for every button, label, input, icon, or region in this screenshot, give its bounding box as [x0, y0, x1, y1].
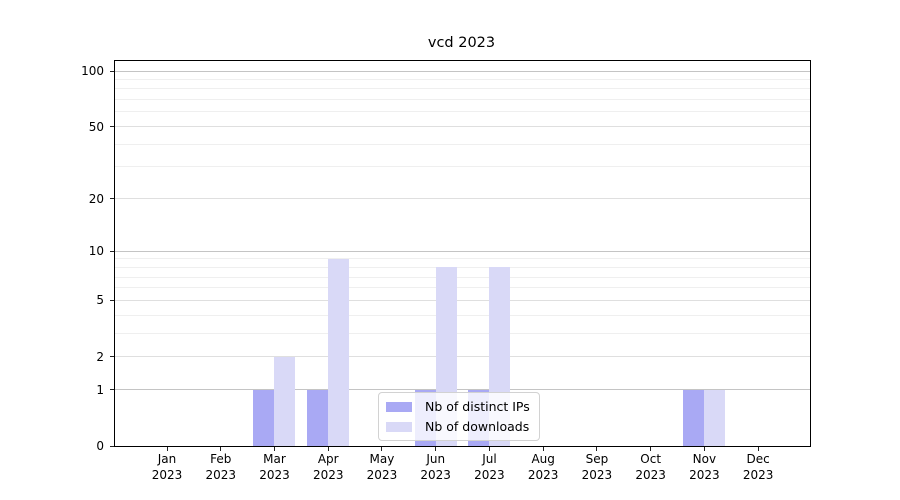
x-tick-mar	[273, 447, 275, 451]
bar-nb-of-distinct-ips-nov	[683, 389, 705, 446]
plot-area	[114, 60, 811, 447]
x-tick-label-dec: Dec 2023	[731, 452, 785, 483]
bar-nb-of-downloads-mar	[274, 356, 296, 446]
x-tick-year: 2023	[581, 467, 613, 482]
x-tick-apr	[327, 447, 329, 451]
bar-nb-of-downloads-nov	[704, 389, 726, 446]
gridline-y-40	[115, 143, 810, 145]
x-tick-month: Jan	[157, 452, 177, 466]
y-tick-1	[110, 389, 114, 391]
x-tick-month: Dec	[746, 452, 770, 466]
gridline-y-80	[115, 88, 810, 90]
gridline-y-60	[115, 111, 810, 113]
legend-swatch	[386, 401, 412, 412]
x-tick-label-nov: Nov 2023	[677, 452, 731, 483]
gridline-y-6	[115, 287, 810, 289]
y-tick-50	[110, 126, 114, 128]
x-tick-year: 2023	[205, 467, 236, 482]
x-tick-year: 2023	[151, 467, 183, 482]
gridline-y-90	[115, 78, 810, 80]
x-tick-oct	[650, 447, 652, 451]
y-tick-5	[110, 299, 114, 301]
x-tick-year: 2023	[420, 467, 451, 482]
x-tick-sep	[596, 447, 598, 451]
x-tick-month: Nov	[692, 452, 717, 466]
gridline-y-30	[115, 166, 810, 168]
y-tick-label-0: 0	[96, 439, 104, 453]
x-tick-year: 2023	[312, 467, 344, 482]
x-tick-label-feb: Feb 2023	[194, 452, 248, 483]
x-tick-jan	[166, 447, 168, 451]
x-tick-dec	[757, 447, 759, 451]
x-tick-label-jul: Jul 2023	[462, 452, 516, 483]
x-tick-feb	[220, 447, 222, 451]
x-tick-nov	[703, 447, 705, 451]
chart-title: vcd 2023	[427, 35, 496, 51]
x-tick-label-sep: Sep 2023	[570, 452, 624, 483]
x-tick-year: 2023	[635, 467, 666, 482]
y-tick-label-2: 2	[96, 349, 104, 364]
legend-entry-nb-of-downloads: Nb of downloads	[386, 419, 530, 434]
gridline-y-8	[115, 266, 810, 268]
x-tick-label-apr: Apr 2023	[301, 452, 355, 483]
gridline-y-100	[115, 70, 810, 72]
y-tick-label-20: 20	[88, 191, 104, 206]
x-tick-year: 2023	[259, 467, 290, 482]
x-tick-year: 2023	[689, 467, 720, 482]
legend: Nb of distinct IPs Nb of downloads	[378, 392, 540, 441]
y-tick-20	[110, 198, 114, 200]
x-tick-label-oct: Oct 2023	[624, 452, 678, 483]
x-tick-month: Mar	[263, 452, 286, 466]
x-tick-month: Oct	[640, 452, 662, 466]
gridline-y-7	[115, 276, 810, 278]
bar-nb-of-downloads-apr	[328, 258, 350, 446]
legend-swatch	[386, 421, 412, 432]
y-tick-100	[110, 70, 114, 72]
y-tick-label-50: 50	[88, 119, 104, 134]
x-tick-month: Aug	[531, 452, 555, 466]
gridline-y-3	[115, 332, 810, 334]
x-tick-month: May	[369, 452, 395, 466]
x-tick-year: 2023	[742, 467, 774, 482]
x-tick-year: 2023	[366, 467, 398, 482]
x-tick-label-mar: Mar 2023	[247, 452, 301, 483]
x-tick-label-may: May 2023	[355, 452, 409, 483]
x-tick-may	[381, 447, 383, 451]
x-tick-month: Jul	[482, 452, 497, 466]
gridline-y-20	[115, 198, 810, 200]
gridline-y-10	[115, 250, 810, 252]
y-tick-label-1: 1	[96, 382, 104, 397]
gridline-y-50	[115, 126, 810, 128]
y-tick-label-100: 100	[81, 64, 104, 78]
gridline-y-1	[115, 389, 810, 391]
x-tick-month: Jun	[426, 452, 446, 466]
x-tick-month: Feb	[210, 452, 232, 466]
y-tick-label-10: 10	[88, 244, 104, 259]
x-tick-aug	[542, 447, 544, 451]
y-tick-10	[110, 250, 114, 252]
y-tick-0	[110, 445, 114, 447]
gridline-y-4	[115, 314, 810, 316]
legend-entry-nb-of-distinct-ips: Nb of distinct IPs	[386, 399, 530, 414]
gridline-y-2	[115, 356, 810, 358]
bar-nb-of-distinct-ips-mar	[253, 389, 275, 446]
x-tick-year: 2023	[474, 467, 505, 482]
x-tick-label-aug: Aug 2023	[516, 452, 570, 483]
x-tick-jun	[435, 447, 437, 451]
y-tick-2	[110, 356, 114, 358]
x-tick-month: Apr	[317, 452, 339, 466]
gridline-y-70	[115, 99, 810, 101]
x-tick-label-jan: Jan 2023	[140, 452, 194, 483]
x-tick-jul	[488, 447, 490, 451]
legend-label: Nb of distinct IPs	[425, 399, 530, 414]
x-tick-month: Sep	[585, 452, 609, 466]
y-tick-label-5: 5	[96, 293, 104, 308]
gridline-y-5	[115, 299, 810, 301]
legend-label: Nb of downloads	[425, 419, 530, 434]
gridline-y-9	[115, 258, 810, 260]
x-tick-year: 2023	[527, 467, 559, 482]
x-tick-label-jun: Jun 2023	[409, 452, 463, 483]
bar-nb-of-distinct-ips-apr	[307, 389, 329, 446]
